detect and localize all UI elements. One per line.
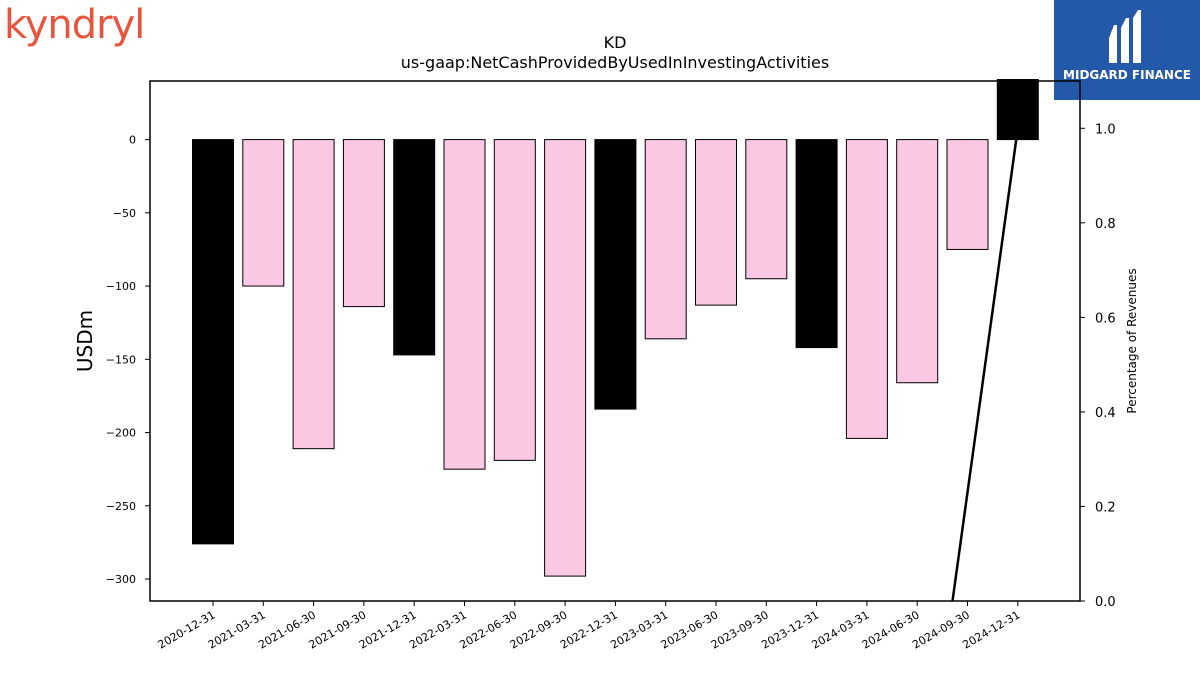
y-tick-label: −150	[106, 353, 136, 366]
midgard-finance-logo: MIDGARD FINANCE	[1054, 0, 1200, 100]
bar	[946, 139, 989, 250]
bar	[644, 139, 687, 340]
chart-title: KD	[604, 33, 627, 52]
bar	[393, 139, 436, 356]
bar	[192, 139, 234, 545]
kyndryl-logo: kyndryl	[4, 2, 145, 48]
bar	[745, 139, 788, 280]
y2-tick-label: 0.4	[1095, 406, 1116, 421]
series-line	[951, 128, 1020, 602]
midgard-finance-label: MIDGARD FINANCE	[1063, 68, 1191, 82]
y-tick-label: −50	[113, 207, 136, 220]
y-axis-label: USDm	[73, 310, 97, 372]
y2-tick-label: 0.8	[1095, 217, 1116, 232]
bar	[594, 139, 637, 410]
bar	[242, 139, 285, 287]
y-tick-label: −250	[106, 500, 136, 513]
bar	[795, 139, 838, 349]
bar	[695, 139, 737, 306]
bar	[342, 139, 385, 308]
bar	[544, 139, 587, 577]
y2-tick-label: 0.0	[1095, 595, 1116, 610]
y-tick-label: −300	[106, 573, 136, 586]
chart-subtitle: us-gaap:NetCashProvidedByUsedInInvesting…	[401, 53, 829, 72]
x-tick-label: 2024-12-31	[960, 608, 1022, 651]
y2-tick-label: 0.2	[1095, 500, 1116, 515]
y2-tick-label: 0.6	[1095, 311, 1116, 326]
bars-group	[192, 79, 1039, 602]
y-tick-label: 0	[129, 134, 136, 147]
bar	[292, 139, 335, 450]
y-tick-label: −100	[106, 280, 136, 293]
midgard-emblem-icon	[1109, 10, 1141, 63]
y-tick-label: −200	[106, 427, 136, 440]
bar	[443, 139, 486, 470]
bar	[896, 139, 939, 384]
y2-axis-label: Percentage of Revenues	[1125, 268, 1139, 413]
y2-tick-label: 1.0	[1095, 122, 1116, 137]
bar	[845, 139, 888, 439]
bar	[493, 139, 536, 461]
